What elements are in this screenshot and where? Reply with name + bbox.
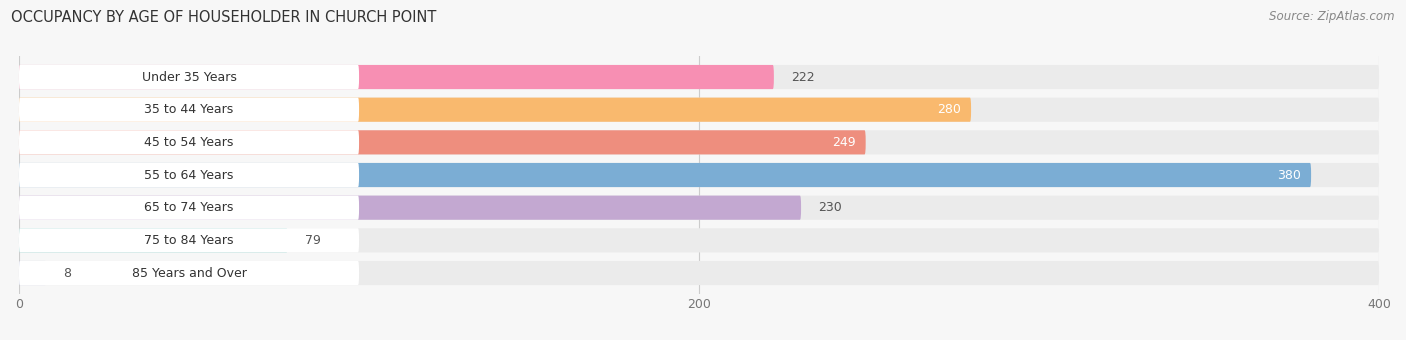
Text: 222: 222 (790, 70, 814, 84)
FancyBboxPatch shape (18, 228, 288, 252)
Text: 380: 380 (1277, 169, 1301, 182)
FancyBboxPatch shape (18, 98, 1379, 122)
Text: Under 35 Years: Under 35 Years (142, 70, 236, 84)
FancyBboxPatch shape (18, 65, 359, 89)
FancyBboxPatch shape (18, 130, 359, 154)
Text: 35 to 44 Years: 35 to 44 Years (145, 103, 233, 116)
Text: Source: ZipAtlas.com: Source: ZipAtlas.com (1270, 10, 1395, 23)
FancyBboxPatch shape (18, 163, 1310, 187)
Text: 75 to 84 Years: 75 to 84 Years (145, 234, 233, 247)
Text: 85 Years and Over: 85 Years and Over (132, 267, 246, 279)
FancyBboxPatch shape (18, 163, 1379, 187)
FancyBboxPatch shape (18, 65, 1379, 89)
FancyBboxPatch shape (18, 261, 359, 285)
FancyBboxPatch shape (18, 228, 1379, 252)
Text: 249: 249 (832, 136, 855, 149)
Text: 8: 8 (63, 267, 72, 279)
FancyBboxPatch shape (18, 163, 359, 187)
FancyBboxPatch shape (18, 195, 359, 220)
FancyBboxPatch shape (18, 65, 773, 89)
FancyBboxPatch shape (18, 98, 972, 122)
FancyBboxPatch shape (18, 130, 1379, 154)
FancyBboxPatch shape (18, 261, 46, 285)
FancyBboxPatch shape (18, 98, 359, 122)
Text: 280: 280 (936, 103, 960, 116)
FancyBboxPatch shape (18, 261, 1379, 285)
Text: OCCUPANCY BY AGE OF HOUSEHOLDER IN CHURCH POINT: OCCUPANCY BY AGE OF HOUSEHOLDER IN CHURC… (11, 10, 437, 25)
Text: 230: 230 (818, 201, 842, 214)
Text: 55 to 64 Years: 55 to 64 Years (145, 169, 233, 182)
FancyBboxPatch shape (18, 130, 866, 154)
Text: 45 to 54 Years: 45 to 54 Years (145, 136, 233, 149)
FancyBboxPatch shape (18, 228, 359, 252)
Text: 79: 79 (305, 234, 321, 247)
FancyBboxPatch shape (18, 195, 1379, 220)
Text: 65 to 74 Years: 65 to 74 Years (145, 201, 233, 214)
FancyBboxPatch shape (18, 195, 801, 220)
